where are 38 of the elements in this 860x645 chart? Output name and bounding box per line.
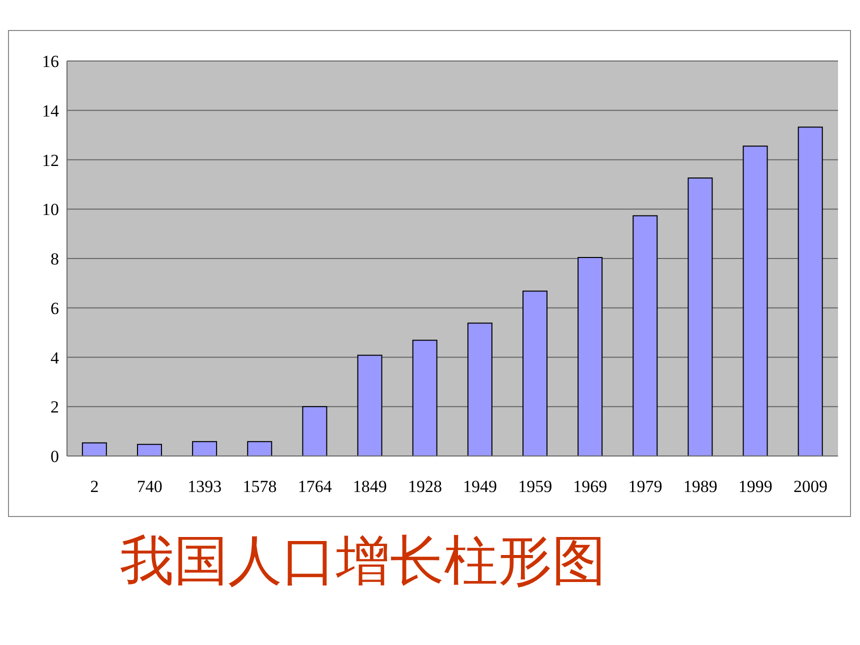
y-tick-label: 14: [42, 101, 60, 120]
x-tick-label: 1959: [518, 477, 552, 496]
bar: [302, 406, 328, 456]
y-tick-label: 0: [50, 447, 59, 466]
y-tick-label: 16: [42, 52, 59, 72]
y-tick-label: 8: [50, 250, 59, 269]
bar: [136, 444, 162, 456]
bar: [522, 290, 548, 456]
bar: [467, 322, 492, 456]
x-tick-label: 1949: [463, 477, 498, 496]
bar: [632, 215, 658, 456]
y-tick-label: 12: [42, 150, 59, 170]
x-tick-label: 1999: [738, 477, 772, 496]
x-tick-label: 1969: [573, 477, 608, 496]
bar: [742, 146, 768, 456]
y-tick-label: 10: [42, 200, 59, 220]
bar: [412, 340, 438, 456]
x-tick-label: 2009: [793, 477, 828, 496]
x-tick-label: 1393: [188, 477, 222, 496]
y-tick-label: 4: [50, 348, 60, 368]
bar: [798, 126, 823, 456]
x-tick-label: 740: [136, 477, 162, 496]
x-tick-label: 1979: [628, 477, 662, 496]
y-tick-label: 6: [50, 298, 59, 318]
x-tick-label: 1928: [408, 477, 442, 496]
bar: [192, 441, 218, 456]
y-tick-label: 2: [50, 398, 59, 417]
bar: [82, 442, 107, 456]
x-tick-label: 1989: [683, 477, 718, 496]
x-tick-label: 1849: [352, 477, 387, 496]
x-tick-label: 2: [90, 477, 99, 496]
x-tick-label: 1578: [242, 477, 277, 496]
x-tick-label: 1764: [298, 477, 332, 496]
text: 我国人口增长柱形图: [120, 528, 607, 594]
bar: [247, 441, 272, 456]
bar: [688, 178, 713, 456]
bar: [578, 257, 603, 456]
bar: [357, 354, 382, 456]
